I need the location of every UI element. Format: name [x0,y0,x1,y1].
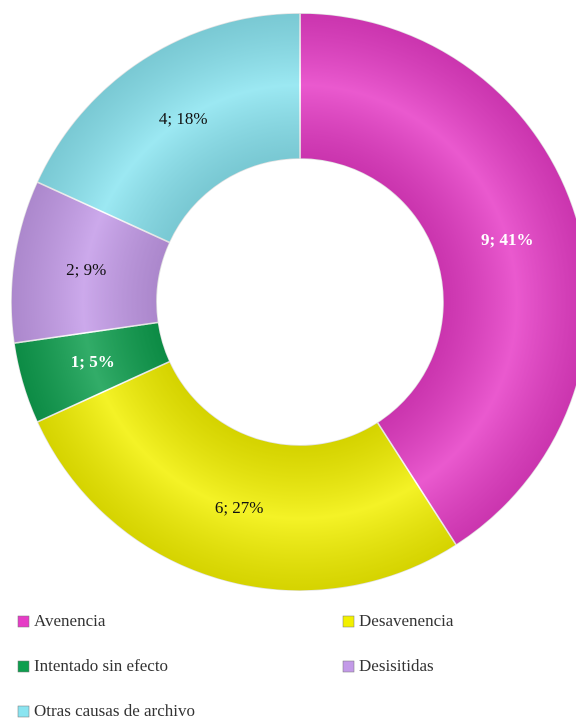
legend-label: Intentado sin efecto [34,656,168,675]
legend-label: Desisitidas [359,656,434,675]
legend-swatch [17,615,30,628]
legend-label: Desavenencia [359,611,454,630]
data-label: 4; 18% [159,109,208,128]
legend-label: Otras causas de archivo [34,701,195,720]
legend-swatch [17,660,30,673]
legend-label: Avenencia [34,611,106,630]
legend-swatch [17,705,30,718]
data-label: 9; 41% [481,230,533,249]
donut-hole [157,159,443,445]
legend-swatch [342,615,355,628]
data-label: 1; 5% [71,352,115,371]
data-label: 2; 9% [66,260,106,279]
legend-swatch [342,660,355,673]
data-label: 6; 27% [215,498,264,517]
